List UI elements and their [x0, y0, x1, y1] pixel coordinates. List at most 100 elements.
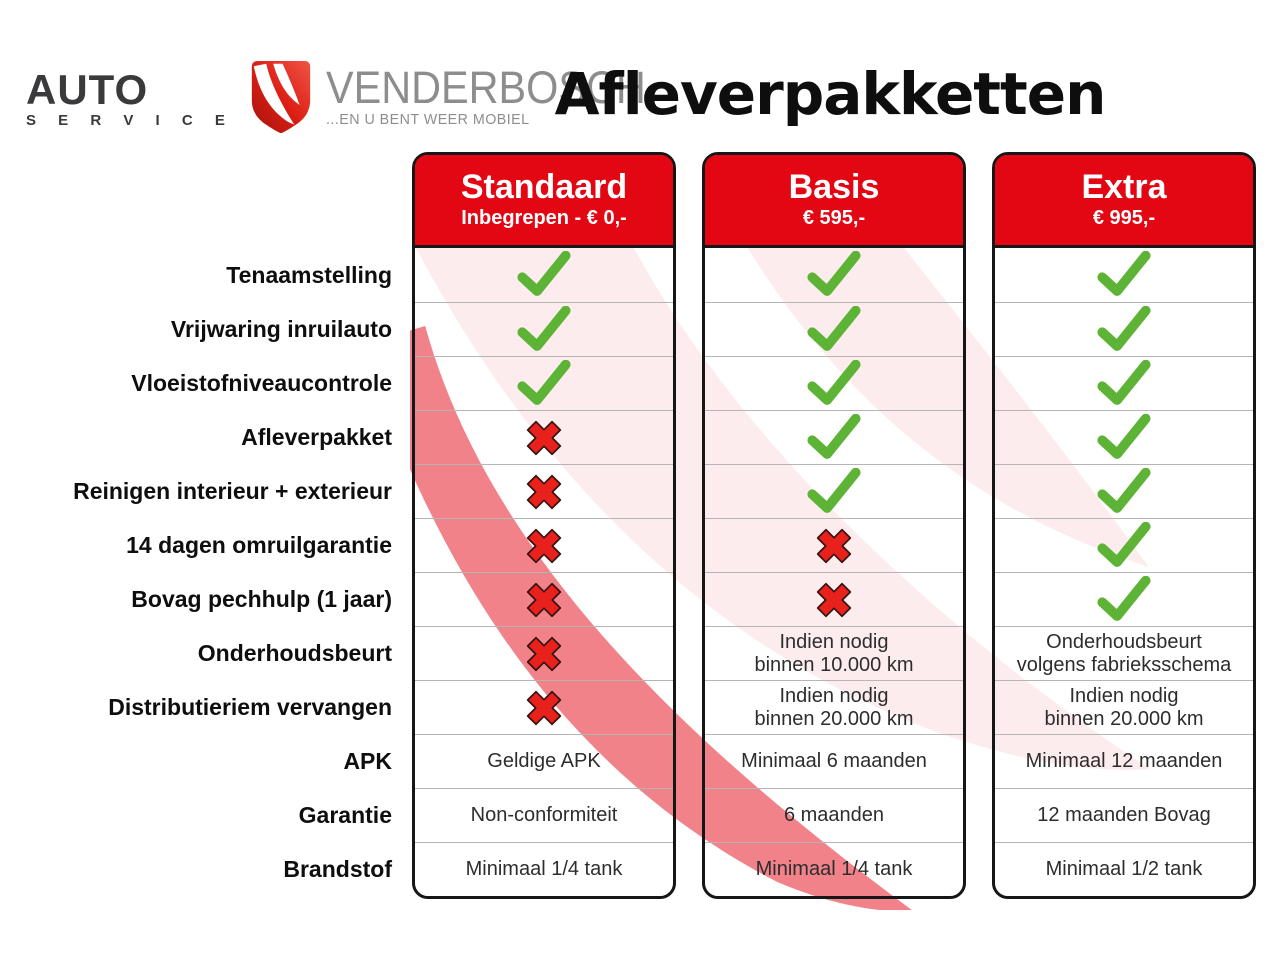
service-wordmark: S E R V I C E: [26, 112, 234, 129]
table-cell: [995, 248, 1253, 302]
table-cell: [995, 464, 1253, 518]
cell-text: Indien nodig: [1069, 684, 1179, 707]
row-label: Onderhoudsbeurt: [197, 639, 392, 666]
table-cell: [705, 248, 963, 302]
package-name: Standaard: [460, 168, 628, 206]
cross-icon: [526, 582, 562, 617]
cell-text: Geldige APK: [487, 750, 601, 772]
package-column-basis: Basis € 595,- Indien nodig binnen 10.000 …: [702, 152, 966, 899]
brand-tagline: ...EN U BENT WEER MOBIEL: [325, 111, 530, 128]
package-body-extra: Onderhoudsbeurt volgens fabrieksschema Ind…: [995, 248, 1253, 896]
check-icon: [517, 251, 571, 296]
cell-text: 12 maanden Bovag: [1037, 804, 1211, 826]
table-cell: Indien nodig binnen 20.000 km: [995, 680, 1253, 734]
table-cell: Minimaal 12 maanden: [995, 734, 1253, 788]
cross-icon: [526, 528, 562, 563]
table-cell: [415, 248, 673, 302]
check-icon: [517, 305, 571, 351]
check-icon: [807, 251, 861, 296]
check-icon: [1097, 467, 1151, 513]
cross-icon: [816, 582, 852, 617]
cell-text: volgens fabrieksschema: [1016, 653, 1232, 676]
cell-text: Minimaal 1/4 tank: [465, 858, 623, 880]
check-icon: [807, 413, 861, 459]
cross-icon: [816, 528, 852, 563]
package-body-basis: Indien nodig binnen 10.000 km Indien nodig…: [705, 248, 963, 896]
check-icon: [807, 467, 861, 513]
table-cell: [415, 356, 673, 410]
cell-text: binnen 20.000 km: [754, 707, 914, 730]
table-cell: [995, 572, 1253, 626]
cross-icon: [526, 474, 562, 509]
table-cell: [995, 302, 1253, 356]
row-label: Bovag pechhulp (1 jaar): [131, 585, 392, 612]
table-cell: [705, 410, 963, 464]
package-header-extra: Extra € 995,-: [995, 155, 1253, 248]
row-label: Garantie: [298, 801, 392, 828]
venderbosch-wordmark: VENDERBOSCH ...EN U BENT WEER MOBIEL: [325, 62, 674, 128]
table-cell: Minimaal 1/4 tank: [705, 842, 963, 896]
row-label: Vrijwaring inruilauto: [170, 315, 392, 342]
row-label: Brandstof: [283, 855, 392, 882]
table-cell: [415, 680, 673, 734]
table-cell: Geldige APK: [415, 734, 673, 788]
row-label: 14 dagen omruilgarantie: [126, 531, 392, 558]
row-label: APK: [343, 747, 392, 774]
table-cell: [705, 572, 963, 626]
table-cell: [415, 518, 673, 572]
cell-text: Non-conformiteit: [470, 804, 618, 826]
package-name: Extra: [1081, 168, 1167, 206]
check-icon: [1097, 521, 1151, 567]
package-price: Inbegrepen - € 0,-: [461, 207, 627, 229]
table-cell: Onderhoudsbeurt volgens fabrieksschema: [995, 626, 1253, 680]
check-icon: [807, 305, 861, 351]
cross-icon: [526, 690, 562, 725]
package-body-standaard: Geldige APK Non-conformiteit Minimaal 1/4 …: [415, 248, 673, 896]
package-header-standaard: Standaard Inbegrepen - € 0,-: [415, 155, 673, 248]
check-icon: [1097, 305, 1151, 351]
brand-logo: AUTO S E R V I C E VENDERBOSCH ...EN U B…: [26, 56, 673, 140]
cell-text: binnen 20.000 km: [1044, 707, 1204, 730]
package-header-basis: Basis € 595,-: [705, 155, 963, 248]
table-cell: [705, 464, 963, 518]
check-icon: [517, 359, 571, 405]
cell-text: Minimaal 1/2 tank: [1045, 858, 1203, 880]
check-icon: [807, 359, 861, 405]
table-cell: Indien nodig binnen 20.000 km: [705, 680, 963, 734]
cell-text: binnen 10.000 km: [754, 653, 914, 676]
row-label: Distributieriem vervangen: [108, 693, 392, 720]
cell-text: Minimaal 12 maanden: [1025, 750, 1223, 772]
table-cell: 6 maanden: [705, 788, 963, 842]
check-icon: [1097, 359, 1151, 405]
table-cell: [995, 518, 1253, 572]
table-cell: [415, 626, 673, 680]
table-cell: [415, 464, 673, 518]
check-icon: [1097, 251, 1151, 296]
cell-text: 6 maanden: [783, 804, 885, 826]
package-column-standaard: Standaard Inbegrepen - € 0,-: [412, 152, 676, 899]
brand-name: VENDERBOSCH: [325, 62, 646, 113]
table-cell: [705, 302, 963, 356]
table-cell: Minimaal 6 maanden: [705, 734, 963, 788]
table-cell: [995, 410, 1253, 464]
feature-labels: Tenaamstelling Vrijwaring inruilauto Vloei…: [0, 248, 392, 896]
table-cell: [995, 356, 1253, 410]
cell-text: Indien nodig: [779, 684, 889, 707]
cross-icon: [526, 420, 562, 455]
table-cell: [705, 356, 963, 410]
row-label: Afleverpakket: [241, 423, 392, 450]
cell-text: Indien nodig: [779, 630, 889, 653]
auto-wordmark: AUTO: [26, 66, 149, 113]
cell-text: Minimaal 1/4 tank: [755, 858, 913, 880]
table-cell: Indien nodig binnen 10.000 km: [705, 626, 963, 680]
page-title: Afleverpakketten: [554, 60, 1107, 128]
row-label: Reinigen interieur + exterieur: [73, 477, 392, 504]
cell-text: Onderhoudsbeurt: [1046, 630, 1202, 653]
auto-service-wordmark: AUTO S E R V I C E: [26, 66, 234, 130]
table-cell: [705, 518, 963, 572]
table-cell: [415, 572, 673, 626]
table-cell: [415, 410, 673, 464]
check-icon: [1097, 413, 1151, 459]
cell-text: Minimaal 6 maanden: [741, 750, 927, 772]
